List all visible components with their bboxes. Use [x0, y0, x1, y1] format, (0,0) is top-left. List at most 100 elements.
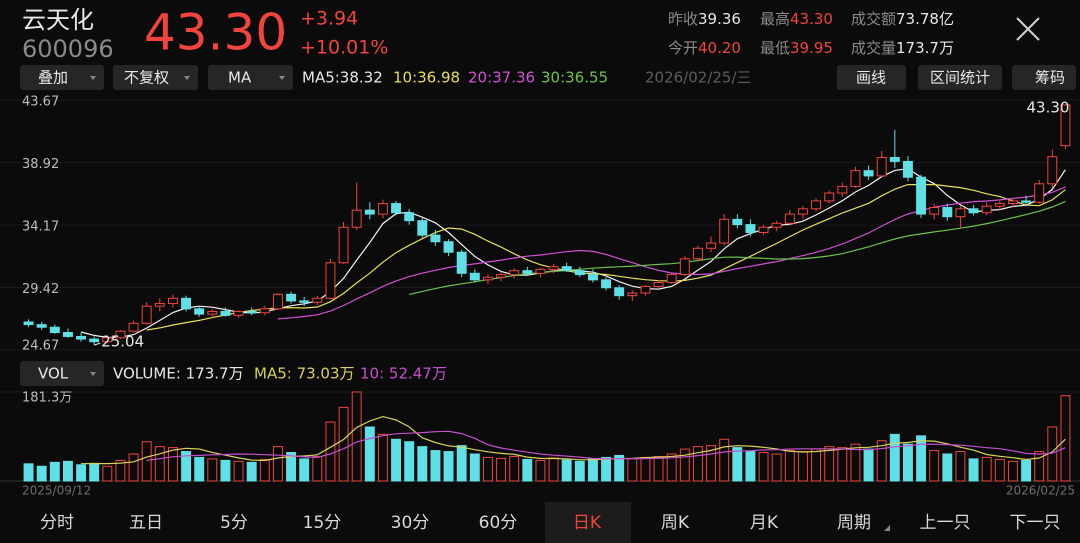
active-tab-bg [545, 502, 631, 543]
candle-body [102, 337, 113, 343]
tool-button[interactable] [918, 65, 1002, 90]
volume-bar [548, 457, 559, 482]
tab[interactable]: 上一只 [920, 513, 971, 533]
vol-label: VOL [38, 365, 69, 383]
candle-body [167, 297, 178, 305]
candle-body [850, 170, 861, 187]
volume-bar [745, 451, 756, 482]
candle-body [863, 170, 874, 177]
tab[interactable]: 60分 [479, 513, 518, 533]
tool-button[interactable] [1012, 65, 1076, 90]
tab[interactable]: 月K [750, 513, 779, 533]
volume-bar [49, 461, 60, 482]
min-leader [94, 342, 101, 346]
candle-body [889, 157, 900, 162]
candle-body [377, 203, 388, 215]
cursor-date: 2026/02/25/三 [645, 69, 752, 87]
close-icon [1016, 17, 1040, 41]
volume-bar [994, 458, 1005, 482]
tab[interactable]: 周K [661, 513, 690, 533]
dropdown-arrow [90, 76, 96, 80]
adjust-button[interactable] [113, 65, 198, 90]
candle-body [522, 270, 533, 274]
vol-button[interactable] [20, 361, 104, 386]
stat-label: 成交量 [851, 39, 896, 57]
ma-line [146, 183, 1066, 331]
tool-label: 筹码 [1035, 69, 1065, 87]
candle-body [876, 157, 887, 177]
volume-bar [312, 455, 323, 482]
volume-bar [36, 465, 47, 482]
ma-legend: MA5:38.32 [302, 69, 383, 87]
stat-label: 今开 [668, 39, 698, 57]
candle-body [692, 247, 703, 260]
candle-body [89, 338, 100, 343]
tab[interactable]: 日K [573, 513, 602, 533]
candle-body [653, 282, 664, 287]
volume-bar [377, 433, 388, 482]
volume-bar [154, 446, 165, 482]
candle-body [207, 310, 218, 315]
volume-bar [286, 452, 297, 482]
tabs: 分时 五日 5分 15分 30分 60分 日K 周K 月K 周期 上一只 下一只 [40, 513, 1061, 533]
candle-body [338, 226, 349, 264]
candle-body [614, 287, 625, 297]
stat: 成交量173.7万 [851, 39, 954, 57]
volume-bar [338, 406, 349, 482]
candle-body [312, 297, 323, 303]
volume-bar [456, 445, 467, 482]
stat-value: 39.36 [698, 10, 741, 28]
volume-bar [23, 463, 34, 482]
volume-bar [889, 433, 900, 482]
candle-body [325, 262, 336, 299]
volume-bar [259, 458, 270, 482]
tool-label: 画线 [856, 69, 886, 87]
volume-bar [942, 453, 953, 482]
volume-bar [62, 460, 73, 482]
candle-body [194, 308, 205, 315]
volume-bar [482, 456, 493, 482]
tab[interactable]: 周期 [837, 513, 871, 533]
candle-body [1034, 183, 1045, 203]
indicator-label: MA [228, 69, 252, 87]
volume-bar [640, 456, 651, 482]
candle-body [62, 332, 73, 337]
tab[interactable]: 5分 [220, 513, 248, 533]
volume-bar [404, 441, 415, 482]
volume-bar [207, 458, 218, 482]
overlay-label: 叠加 [38, 69, 68, 87]
volume-bar [325, 421, 336, 482]
tab[interactable]: 五日 [129, 513, 163, 533]
indicator-button[interactable] [208, 65, 293, 90]
volume-bar [850, 443, 861, 482]
candle-body [811, 200, 822, 210]
volume-bar [141, 441, 152, 482]
candle-body [929, 207, 940, 215]
volume-bar [561, 459, 572, 482]
tab[interactable]: 分时 [40, 513, 74, 533]
tab[interactable]: 15分 [303, 513, 342, 533]
tool-button[interactable] [837, 65, 906, 90]
volume-bar [955, 451, 966, 482]
volume-bar [102, 465, 113, 482]
close-button[interactable] [1016, 17, 1040, 41]
candle-body [601, 279, 612, 289]
volume-bar [771, 453, 782, 482]
candle-body [902, 160, 913, 178]
tab[interactable]: 下一只 [1010, 513, 1061, 533]
volume-bar [351, 391, 362, 482]
volume-bar [181, 451, 192, 482]
ma-legend: 20:37.36 [468, 69, 535, 87]
candle-body [535, 268, 546, 274]
candle-body [640, 285, 651, 294]
tab[interactable]: 30分 [391, 513, 430, 533]
volume-bar [666, 453, 677, 482]
candle-body [509, 270, 520, 276]
volume-bar [653, 455, 664, 482]
candle-body [1021, 200, 1032, 203]
y-tick-label: 43.67 [22, 95, 59, 110]
stat: 最高43.30 [760, 10, 833, 28]
overlay-button[interactable] [20, 65, 104, 90]
candle-body [666, 274, 677, 283]
